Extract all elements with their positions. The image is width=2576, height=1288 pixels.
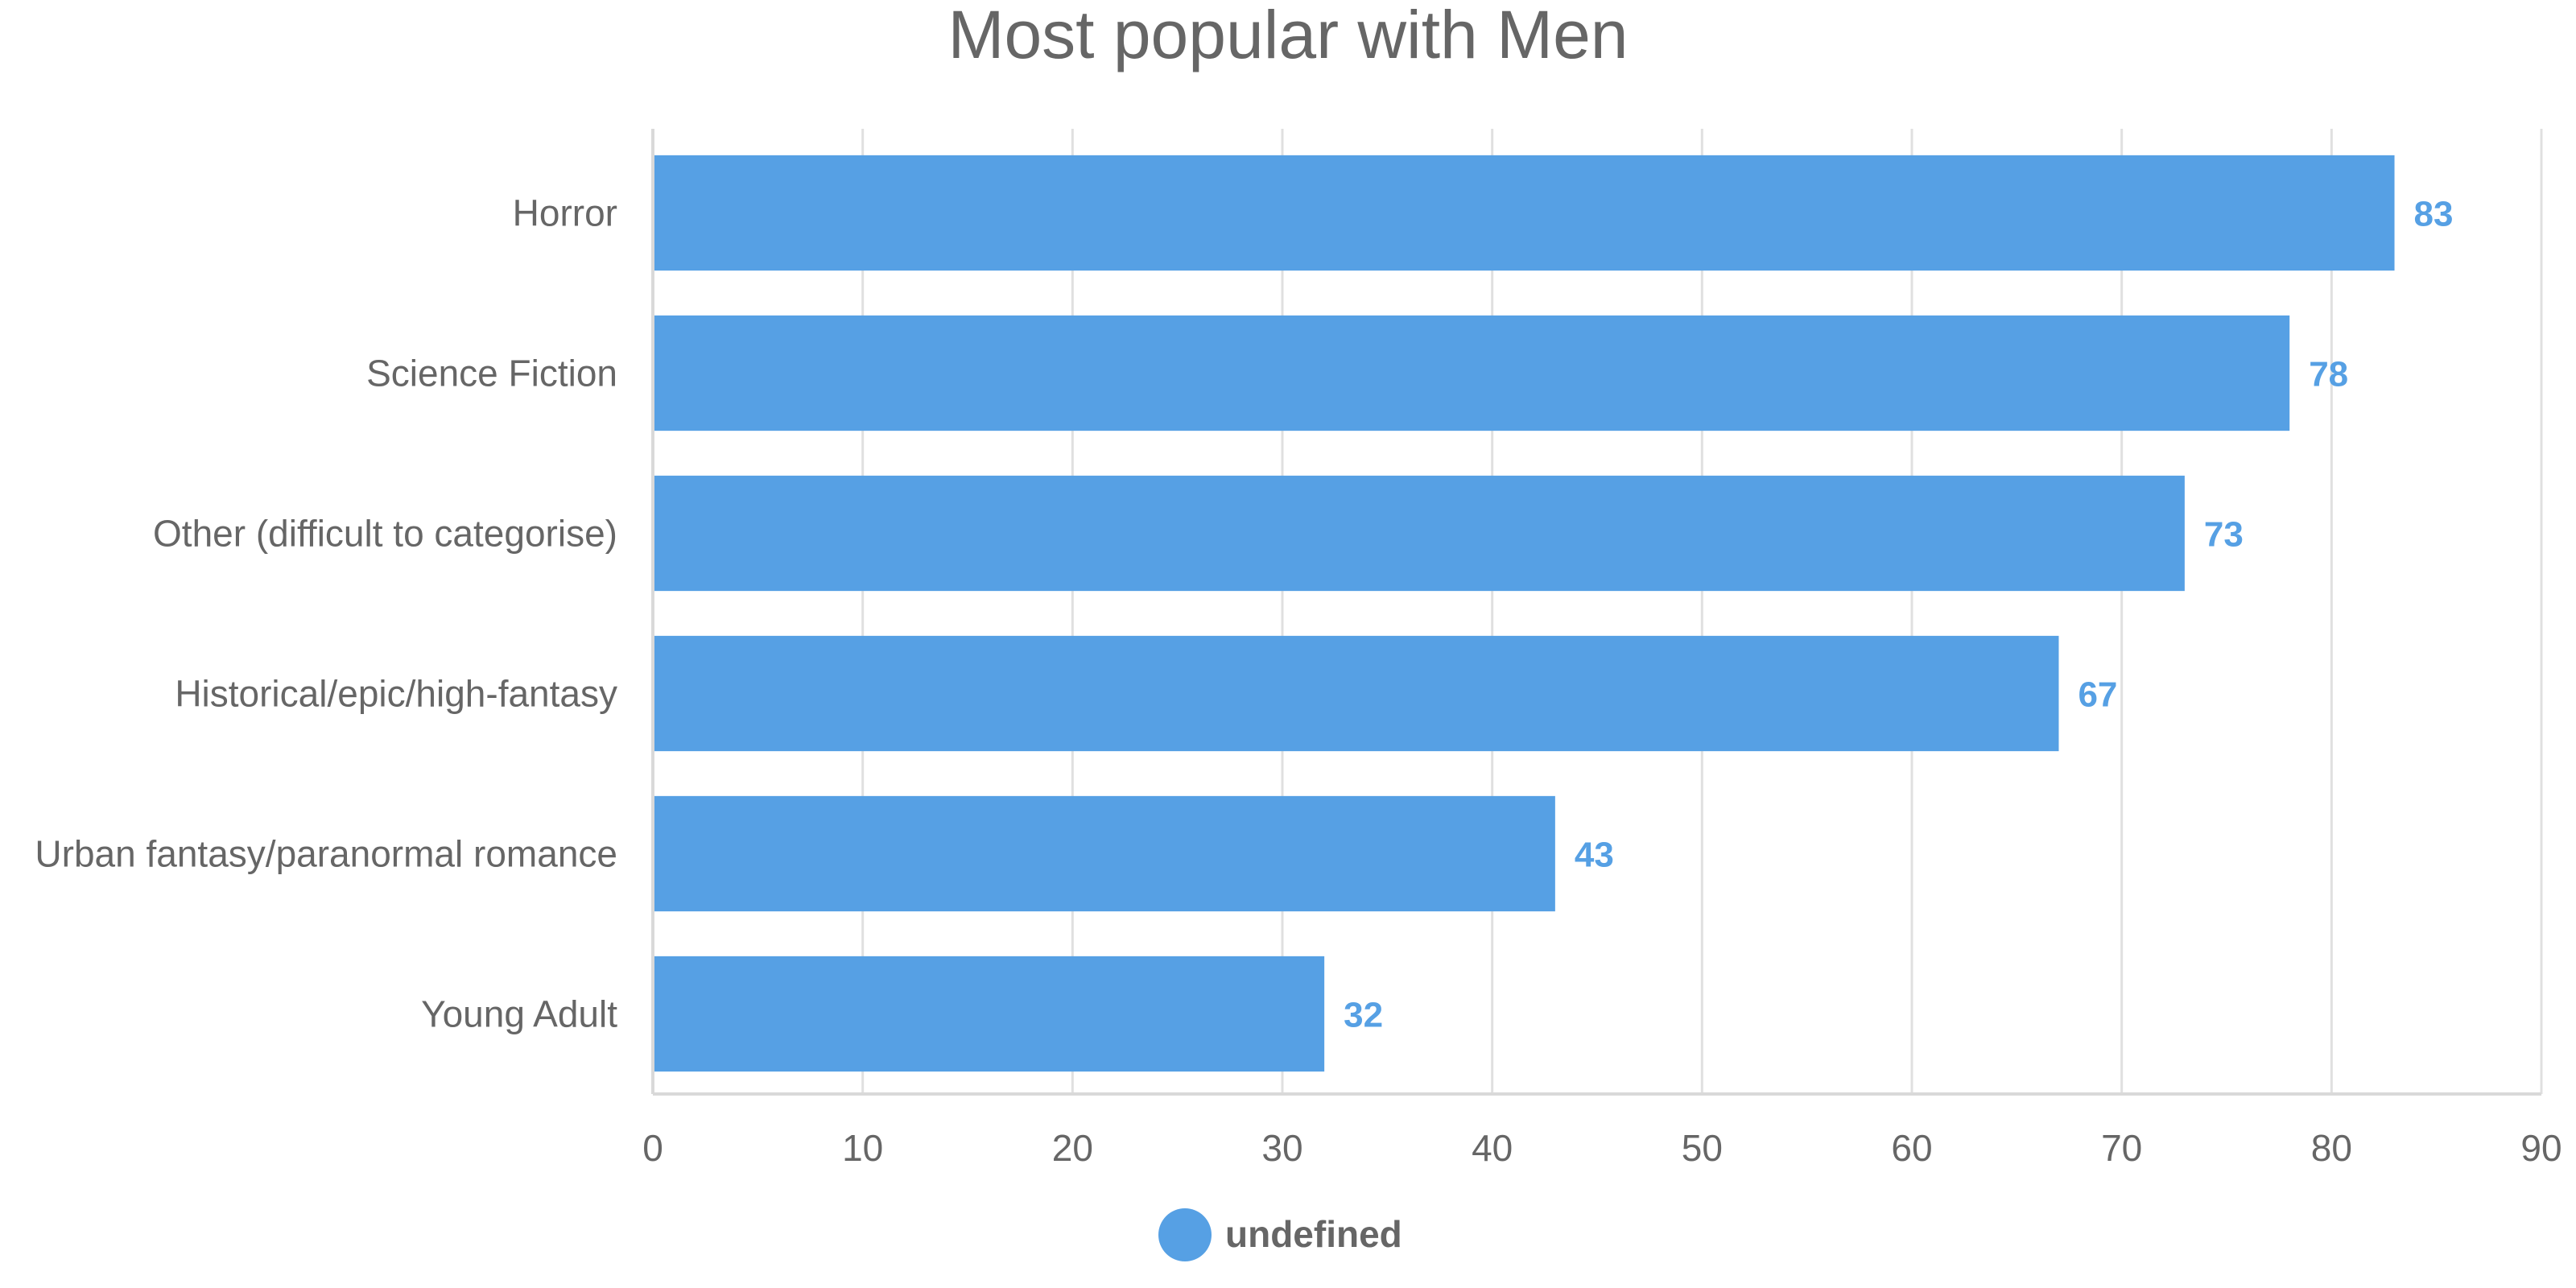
data-label: 73 xyxy=(2204,515,2244,555)
category-label: Science Fiction xyxy=(366,353,617,394)
legend-item-label[interactable]: undefined xyxy=(1225,1213,1402,1255)
legend[interactable]: undefined xyxy=(1158,1208,1402,1261)
x-tick-label: 90 xyxy=(2520,1127,2562,1169)
x-tick-label: 50 xyxy=(1682,1127,1723,1169)
category-label: Urban fantasy/paranormal romance xyxy=(35,833,617,875)
bar[interactable] xyxy=(654,795,1555,912)
category-labels: Horror Science Fiction Other (difficult to… xyxy=(35,192,617,1035)
bar[interactable] xyxy=(654,956,1325,1072)
x-tick-label: 70 xyxy=(2101,1127,2142,1169)
data-label: 43 xyxy=(1575,836,1614,875)
bars xyxy=(654,155,2395,1072)
bar[interactable] xyxy=(654,155,2395,271)
category-label: Young Adult xyxy=(421,993,617,1035)
category-label: Horror xyxy=(513,192,617,234)
grid-lines xyxy=(651,129,2543,1096)
data-label: 67 xyxy=(2078,675,2117,715)
x-tick-label: 10 xyxy=(842,1127,883,1169)
data-label: 83 xyxy=(2414,195,2454,234)
data-labels: 83 78 73 67 43 32 xyxy=(1344,195,2453,1035)
data-label: 78 xyxy=(2309,355,2348,394)
category-label: Other (difficult to categorise) xyxy=(153,513,617,555)
chart-title: Most popular with Men xyxy=(947,0,1628,72)
bar[interactable] xyxy=(654,475,2185,592)
legend-marker-icon[interactable] xyxy=(1158,1208,1212,1261)
x-tick-label: 80 xyxy=(2311,1127,2352,1169)
x-tick-label: 40 xyxy=(1472,1127,1513,1169)
x-tick-label: 30 xyxy=(1261,1127,1302,1169)
x-tick-label: 20 xyxy=(1052,1127,1093,1169)
bar[interactable] xyxy=(654,635,2059,752)
x-axis-ticks: 0 10 20 30 40 50 60 70 80 90 xyxy=(642,1127,2562,1169)
category-label: Historical/epic/high-fantasy xyxy=(175,673,617,715)
data-label: 32 xyxy=(1344,996,1383,1035)
x-tick-label: 60 xyxy=(1891,1127,1932,1169)
bar[interactable] xyxy=(654,315,2290,431)
x-tick-label: 0 xyxy=(642,1127,663,1169)
